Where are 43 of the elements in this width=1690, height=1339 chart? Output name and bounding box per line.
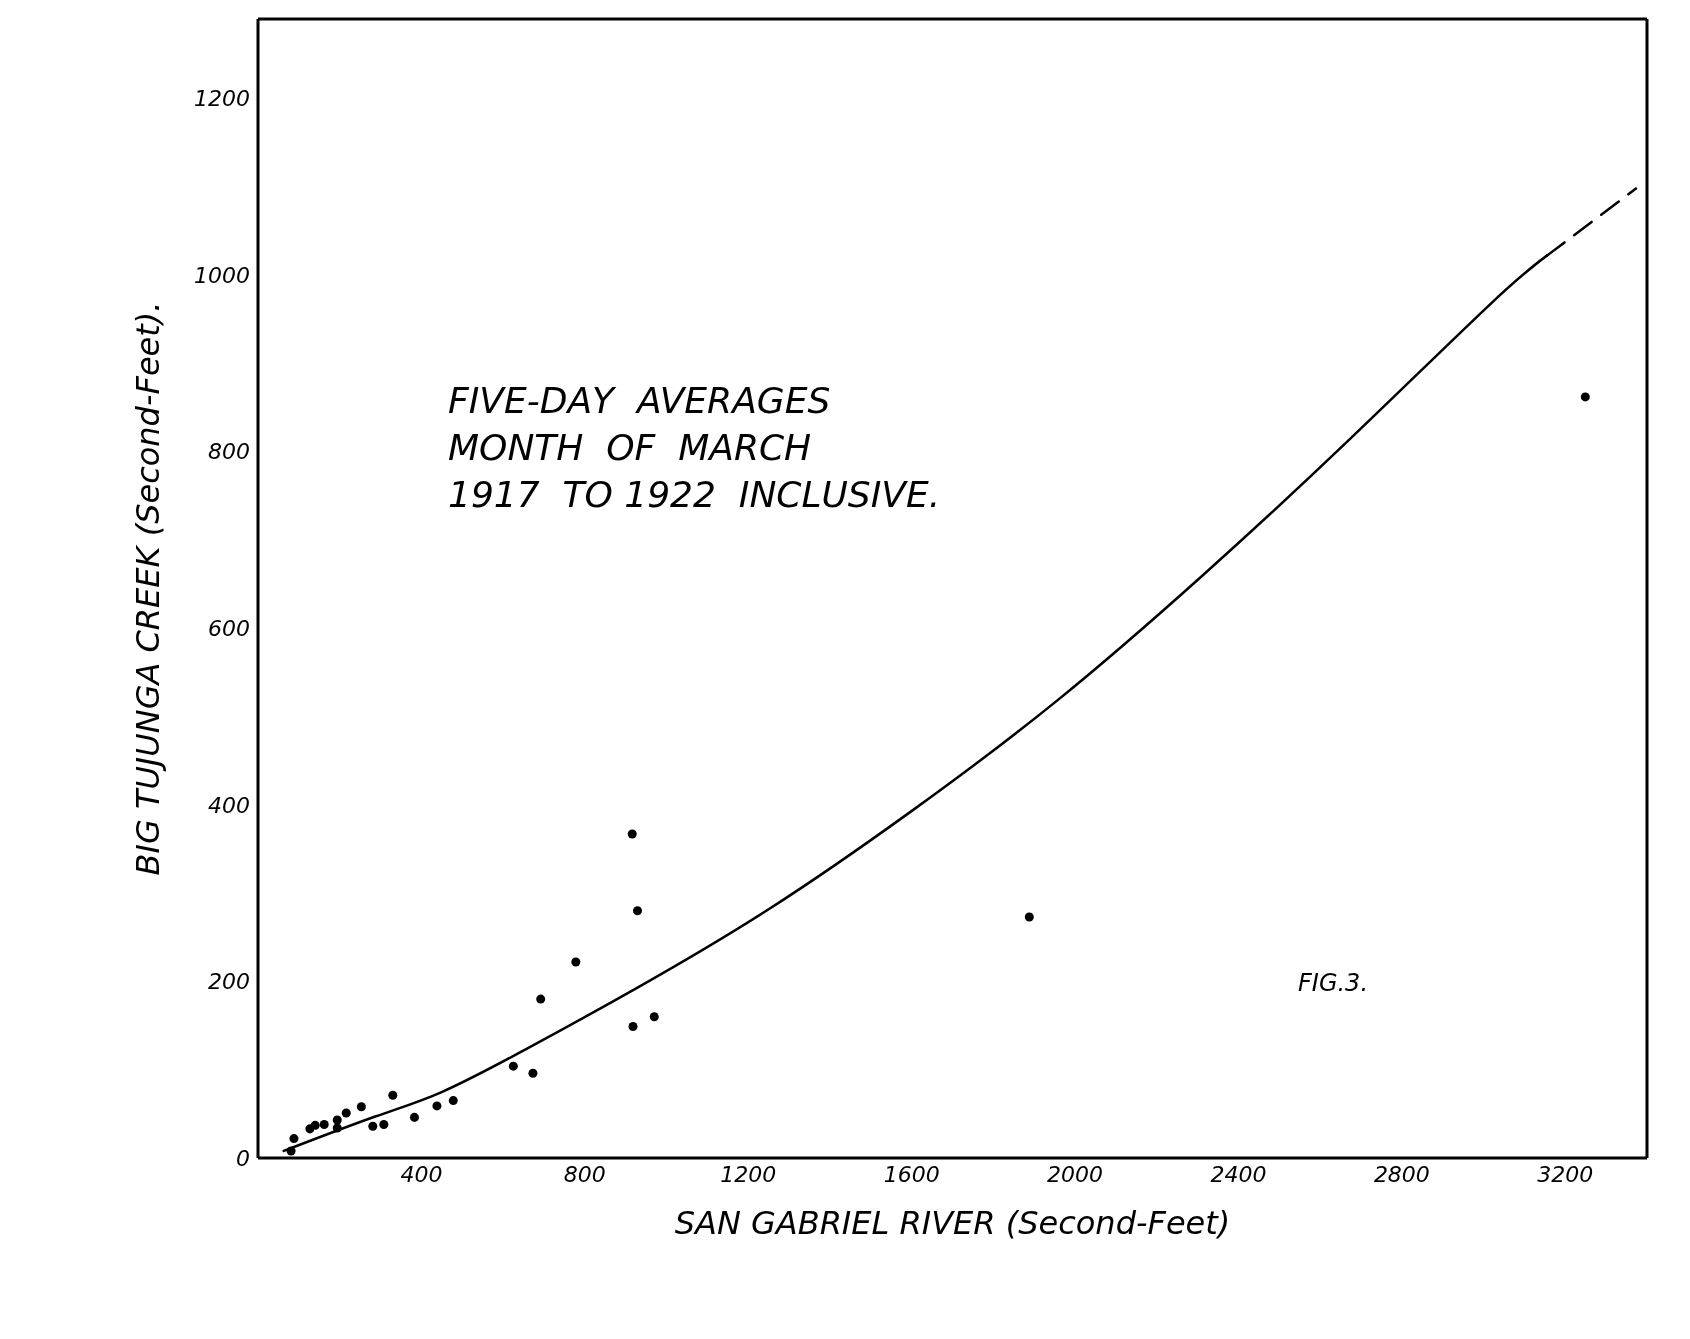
point	[379, 1119, 389, 1129]
point	[536, 994, 546, 1004]
point	[1024, 912, 1034, 922]
x-axis-title: SAN GABRIEL RIVER (Second-Feet)	[674, 1204, 1231, 1242]
point	[319, 1119, 329, 1129]
x-tick-label: 2800	[1373, 1161, 1430, 1187]
x-tick-label: 2400	[1210, 1161, 1267, 1187]
x-tick-label: 400	[400, 1161, 443, 1187]
point	[286, 1146, 296, 1156]
point	[409, 1112, 419, 1122]
point	[289, 1134, 299, 1144]
point	[332, 1123, 342, 1133]
point	[628, 1021, 638, 1031]
point	[633, 906, 643, 916]
point	[448, 1096, 458, 1106]
point	[508, 1061, 518, 1071]
x-tick-label: 1200	[720, 1161, 777, 1187]
point	[432, 1101, 442, 1111]
point	[571, 957, 581, 967]
y-tick-label: 200	[208, 969, 250, 995]
y-tick-label: 1200	[194, 86, 250, 112]
point	[356, 1102, 366, 1112]
y-tick-label: 800	[208, 439, 250, 465]
point	[528, 1068, 538, 1078]
y-tick-label: 0	[236, 1145, 250, 1171]
x-tick-label: 3200	[1537, 1161, 1594, 1187]
point	[627, 829, 637, 839]
point	[649, 1012, 659, 1022]
y-tick-label: 1000	[194, 262, 250, 288]
annotation: FIVE-DAY AVERAGES MONTH OF MARCH 1917 TO 1922 INCLUSIVE.	[448, 379, 941, 517]
point	[341, 1108, 351, 1118]
x-tick-label: 2000	[1047, 1161, 1104, 1187]
x-tick-label: 1600	[883, 1161, 940, 1187]
annotation: FIG.3.	[1298, 968, 1369, 999]
point	[1580, 392, 1590, 402]
y-tick-label: 600	[208, 616, 250, 642]
point	[388, 1090, 398, 1100]
point	[310, 1120, 320, 1130]
x-tick-label: 800	[563, 1161, 606, 1187]
y-axis-title: BIG TUJUNGA CREEK (Second-Feet).	[129, 301, 168, 876]
point	[332, 1115, 342, 1125]
y-tick-label: 400	[208, 792, 250, 818]
point	[368, 1121, 378, 1131]
